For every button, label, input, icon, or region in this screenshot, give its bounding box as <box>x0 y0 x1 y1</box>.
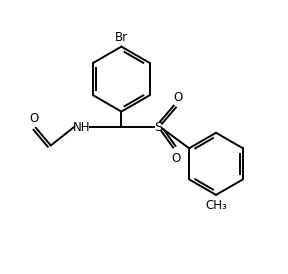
Text: NH: NH <box>73 121 91 134</box>
Text: CH₃: CH₃ <box>205 199 227 212</box>
Text: O: O <box>173 91 183 104</box>
Text: Br: Br <box>115 31 128 44</box>
Text: O: O <box>29 112 39 125</box>
Text: S: S <box>154 121 162 134</box>
Text: O: O <box>171 152 181 165</box>
